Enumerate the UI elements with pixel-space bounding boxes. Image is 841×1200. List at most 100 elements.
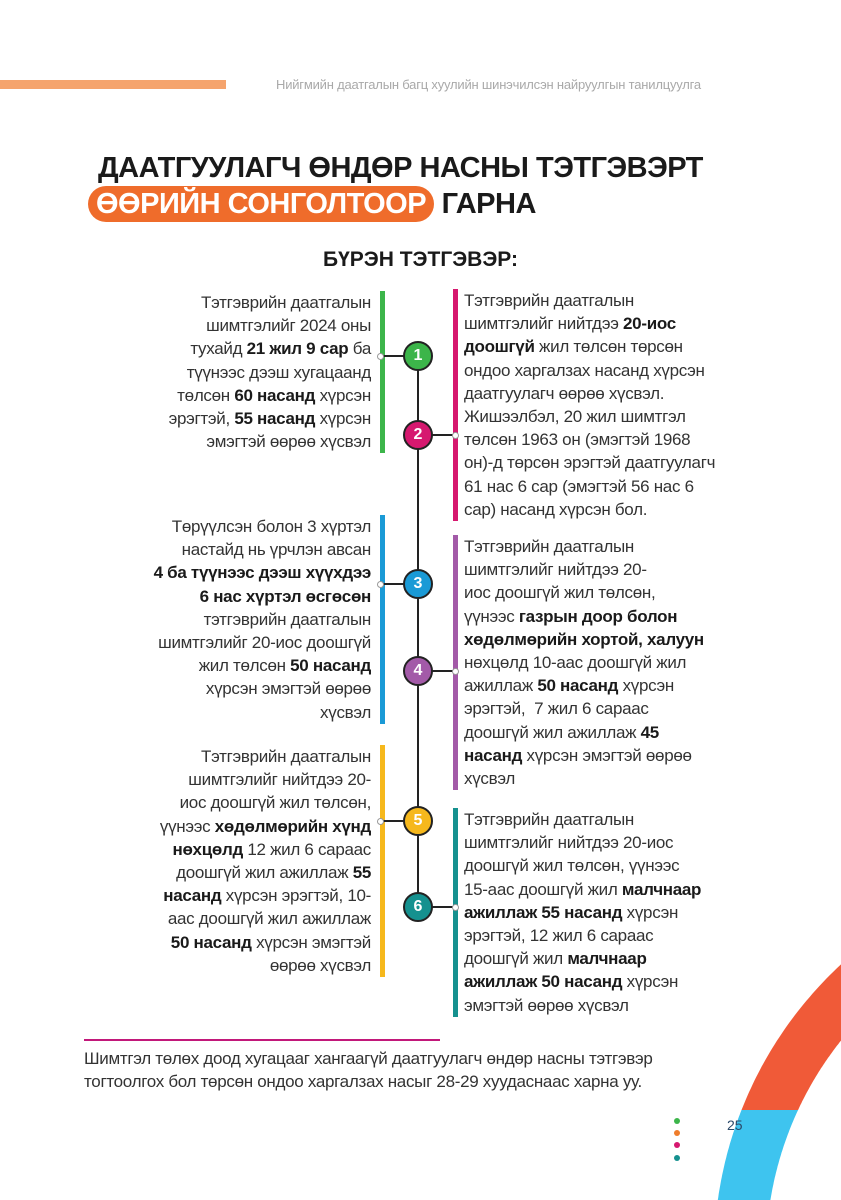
bold-text: нөхцөлд xyxy=(172,839,244,859)
text-line: төлсөн 1963 он (эмэгтэй 1968 xyxy=(464,428,715,451)
bold-text: 50 насанд xyxy=(170,932,252,952)
text: үүнээс xyxy=(159,816,215,836)
arc-blue xyxy=(717,1110,799,1200)
title-line-2: ӨӨРИЙН СОНГОЛТООР ГАРНА xyxy=(88,186,703,222)
dot-magenta xyxy=(674,1142,680,1148)
dot-green xyxy=(674,1118,680,1124)
text-line: ажиллаж 50 насанд хүрсэн xyxy=(464,674,704,697)
bold-text: хөдөлмөрийн хүнд xyxy=(214,816,372,836)
connector xyxy=(380,820,404,822)
step-number-2: 2 xyxy=(403,420,433,450)
condition-text-6: Тэтгэврийн даатгалын шимтгэлийг нийтдээ 2… xyxy=(453,808,701,1017)
connector-dot xyxy=(452,668,459,675)
condition-text-4: Тэтгэврийн даатгалын шимтгэлийг нийтдээ 2… xyxy=(453,535,704,791)
text-line: ажиллаж 55 насанд хүрсэн xyxy=(464,901,701,924)
bold-text: 55 насанд xyxy=(234,409,316,429)
text: 12 жил 6 сараас xyxy=(242,839,371,859)
text-line: доошгүй жил төлсөн, үүнээс xyxy=(464,854,701,877)
text: доошгүй жил ажиллаж xyxy=(464,722,641,742)
text-line: ондоо харгалзах насанд хүрсэн xyxy=(464,359,715,382)
text-line: доошгүй жил ажиллаж 55 xyxy=(160,861,371,884)
text: доошгүй жил төлсөн, үүнээс xyxy=(464,856,680,876)
text-line: хүрсэн эмэгтэй өөрөө xyxy=(154,677,371,700)
text-line: ажиллаж 50 насанд хүрсэн xyxy=(464,970,701,993)
step-number-5: 5 xyxy=(403,806,433,836)
text: аас доошгүй жил ажиллаж xyxy=(167,909,371,929)
text: тэтгэврийн даатгалын xyxy=(203,609,372,629)
text: Тэтгэврийн даатгалын xyxy=(464,810,634,829)
text: даатгуулагч өөрөө хүсвэл. xyxy=(464,383,665,403)
text-line: шимтгэлийг нийтдээ 20-иос xyxy=(464,312,715,335)
text-line: эрэгтэй, 55 насанд хүрсэн xyxy=(169,407,372,430)
text: 61 нас 6 сар (эмэгтэй 56 нас 6 xyxy=(464,476,694,496)
bold-text: 45 xyxy=(640,722,660,742)
text-line: сар) насанд хүрсэн бол. xyxy=(464,498,715,521)
text: эмэгтэй өөрөө хүсвэл xyxy=(206,432,371,452)
step-number-4: 4 xyxy=(403,656,433,686)
bold-text: доошгүй xyxy=(464,337,535,357)
text-line: он)-д төрсөн эрэгтэй даатгуулагч xyxy=(464,451,715,474)
text: иос доошгүй жил төлсөн, xyxy=(464,583,656,603)
text: хүрсэн xyxy=(622,972,679,992)
condition-text-3: Төрүүлсэн болон 3 хүртэл настайд нь үрчлэ… xyxy=(154,515,385,724)
text: шимтгэлийг 2024 оны xyxy=(206,316,371,336)
connector-dot xyxy=(377,581,384,588)
text: хүрсэн xyxy=(315,385,372,405)
text: хүрсэн xyxy=(622,902,679,922)
text: 15-аас доошгүй жил xyxy=(464,879,622,899)
bold-text: 20-иос xyxy=(623,314,676,334)
text: эрэгтэй, 7 жил 6 сараас xyxy=(464,699,649,719)
text: хүрсэн xyxy=(315,409,372,429)
dot-teal xyxy=(674,1155,680,1161)
text: шимтгэлийг 20-иос доошгүй xyxy=(158,633,371,653)
text-line: доошгүй жил ажиллаж 45 xyxy=(464,721,704,744)
text: өөрөө хүсвэл xyxy=(269,955,371,975)
connector xyxy=(432,670,455,672)
text-line: шимтгэлийг 20-иос доошгүй xyxy=(154,631,371,654)
bold-text: 50 насанд xyxy=(537,676,619,696)
text-line: иос доошгүй жил төлсөн, xyxy=(160,791,372,814)
bold-text: 21 жил 9 сар xyxy=(246,339,349,359)
text-line: Тэтгэврийн даатгалын xyxy=(169,291,371,314)
text: хүрсэн xyxy=(618,676,675,696)
text-line: үүнээс газрын доор болон xyxy=(464,605,704,628)
text-line: шимтгэлийг нийтдээ 20- xyxy=(160,768,371,791)
bold-text: 55 xyxy=(352,863,372,883)
text-line: доошгүй жил төлсөн төрсөн xyxy=(464,335,715,358)
text: тухайд xyxy=(190,339,247,359)
text: сар) насанд хүрсэн бол. xyxy=(464,499,648,519)
text-line: тухайд 21 жил 9 сар ба xyxy=(169,337,371,360)
text-line: эмэгтэй өөрөө хүсвэл xyxy=(169,430,371,453)
text-line: эрэгтэй, 12 жил 6 сараас xyxy=(464,924,701,947)
text: доошгүй жил xyxy=(464,949,568,969)
text: Тэтгэврийн даатгалын xyxy=(201,747,371,766)
arc-orange xyxy=(741,964,841,1110)
text: шимтгэлийг нийтдээ xyxy=(464,314,624,334)
text-line: 4 ба түүнээс дээш хүүхдээ xyxy=(154,561,372,584)
text: хүсвэл xyxy=(464,769,515,789)
connector-dot xyxy=(377,353,384,360)
text: түүнээс дээш хугацаанд xyxy=(186,362,372,382)
text: хүрсэн эмэгтэй өөрөө xyxy=(205,679,371,699)
text-line: нөхцөлд 12 жил 6 сараас xyxy=(160,838,372,861)
connector xyxy=(380,355,404,357)
title-highlight: ӨӨРИЙН СОНГОЛТООР xyxy=(88,186,435,222)
text: хүрсэн эмэгтэй xyxy=(251,932,371,952)
text-line: аас доошгүй жил ажиллаж xyxy=(160,907,371,930)
connector-dot xyxy=(452,432,459,439)
text-line: Тэтгэврийн даатгалын xyxy=(464,535,704,558)
step-number-6: 6 xyxy=(403,892,433,922)
text-line: үүнээс хөдөлмөрийн хүнд xyxy=(160,815,371,838)
text-line: жил төлсөн 50 насанд xyxy=(154,654,372,677)
text: нөхцөлд 10-аас доошгүй жил xyxy=(464,653,687,673)
text-line: 6 нас хүртэл өсгөсөн xyxy=(154,585,372,608)
bold-text: ажиллаж 55 насанд xyxy=(464,902,623,922)
text: Тэтгэврийн даатгалын xyxy=(464,537,634,556)
text-line: тэтгэврийн даатгалын xyxy=(154,608,372,631)
footnote: Шимтгэл төлөх доод хугацааг хангаагүй да… xyxy=(84,1047,653,1093)
bold-text: газрын доор болон xyxy=(518,606,678,626)
text: он)-д төрсөн эрэгтэй даатгуулагч xyxy=(464,453,716,473)
bold-text: малчнаар xyxy=(567,949,647,969)
running-header: Нийгмийн даатгалын багц хуулийн шинэчилс… xyxy=(276,77,701,92)
text-line: өөрөө хүсвэл xyxy=(160,954,371,977)
